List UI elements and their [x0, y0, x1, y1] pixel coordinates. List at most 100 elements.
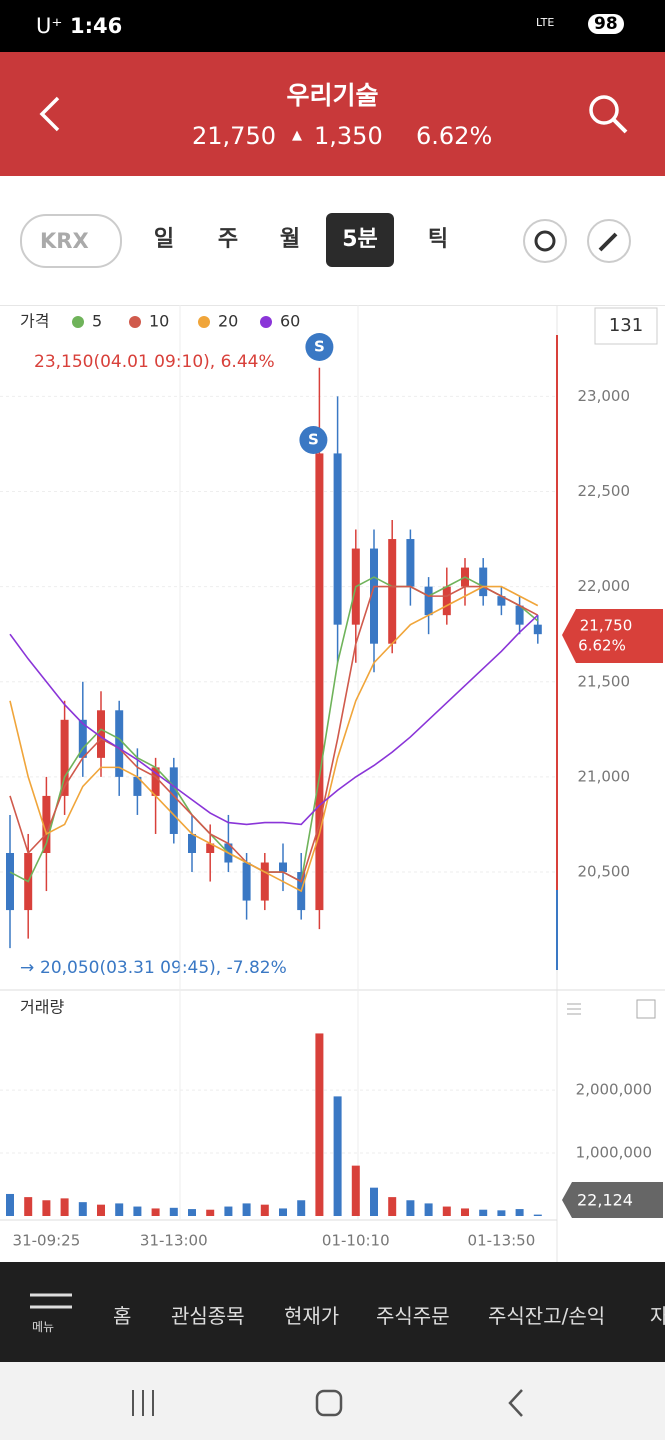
price: 21,750	[192, 122, 276, 150]
change-arrow: ▲	[292, 128, 302, 143]
volume-bar	[42, 1200, 51, 1216]
candle-body	[206, 843, 215, 853]
candle-body	[42, 795, 51, 853]
candle-body	[333, 453, 342, 625]
volume-bar	[442, 1206, 451, 1216]
volume-bar	[97, 1204, 105, 1216]
nav-item[interactable]: 관심종목	[171, 1304, 245, 1328]
candle-body	[78, 719, 87, 758]
signal-label: S	[314, 338, 325, 356]
low-annotation: 20,050(03.31 09:45), -7.82%	[40, 958, 287, 978]
candle-body	[188, 833, 196, 853]
rate: 6.62%	[416, 122, 493, 150]
x-tick-label: 01-13:50	[468, 1232, 536, 1250]
legend-label: 60	[280, 312, 300, 331]
candle-body	[60, 719, 69, 796]
signal-label: S	[308, 431, 319, 449]
volume-bar	[279, 1208, 287, 1216]
nav-item[interactable]: 자	[650, 1304, 665, 1328]
change: 1,350	[314, 122, 383, 150]
candle-body	[97, 710, 105, 758]
candle-body	[388, 539, 397, 644]
current-volume: 22,124	[577, 1191, 633, 1210]
close-volume[interactable]	[636, 999, 656, 1019]
toolbar: KRX 일 주 월 5분 틱	[0, 176, 665, 306]
x-tick-label: 31-09:25	[13, 1232, 81, 1250]
system-nav	[0, 1362, 665, 1440]
carrier: U⁺	[36, 14, 63, 38]
volume-bar	[479, 1209, 488, 1216]
volume-bar	[297, 1200, 306, 1216]
volume-menu[interactable]	[567, 1003, 581, 1015]
current-price-tag	[562, 609, 663, 663]
y-tick-label: 21,000	[578, 767, 631, 785]
candle-body	[115, 710, 124, 777]
candle-body	[279, 862, 287, 873]
volume-bar	[24, 1197, 33, 1216]
period-value: 131	[609, 315, 643, 336]
current-volume-tag	[562, 1182, 663, 1218]
volume-bar	[388, 1197, 397, 1216]
back-button[interactable]	[36, 94, 66, 134]
search-button[interactable]	[586, 92, 630, 136]
current-price: 21,750	[580, 617, 633, 635]
volume-bar	[424, 1203, 433, 1216]
ma-line	[9, 576, 539, 883]
legend-dot	[198, 316, 210, 328]
volume-bar	[151, 1208, 160, 1216]
candle-body	[533, 624, 542, 635]
candle-body	[133, 776, 142, 796]
y-tick-label: 20,500	[578, 863, 631, 881]
time: 1:46	[70, 14, 123, 38]
settings-button[interactable]	[522, 218, 568, 264]
ma-line	[9, 614, 539, 826]
tab[interactable]: 주	[217, 227, 239, 252]
menu-label[interactable]: 메뉴	[32, 1320, 55, 1334]
header: 우리기술 21,750 ▲ 1,350 6.62%	[0, 52, 665, 176]
exchange-button[interactable]: KRX	[20, 214, 122, 268]
battery: 98	[588, 14, 624, 34]
volume-bar	[333, 1096, 342, 1216]
y-tick-label: 21,500	[578, 672, 631, 690]
candle-body	[497, 596, 506, 606]
tab[interactable]: 일	[153, 227, 175, 252]
y-tick-label: 22,000	[578, 577, 631, 595]
ma-line	[9, 585, 539, 893]
volume-title: 거래량	[20, 998, 64, 1017]
y-tick-label: 22,500	[578, 482, 631, 500]
nav-item[interactable]: 주식잔고/손익	[488, 1304, 606, 1328]
volume-bar	[406, 1200, 415, 1216]
tab-selected[interactable]: 5분	[326, 213, 394, 267]
candle-body	[424, 586, 433, 616]
volume-bar	[78, 1202, 87, 1216]
chart: 131 가격 23,150(04.01 09:10), 6.44% → 20,0…	[0, 305, 665, 1262]
volume-bar	[370, 1187, 378, 1216]
tab[interactable]: 틱	[427, 227, 449, 252]
legend-label: 20	[218, 312, 238, 331]
period-box[interactable]	[594, 307, 658, 345]
nav-item[interactable]: 현재가	[284, 1304, 340, 1328]
low-arrow: →	[20, 958, 34, 978]
y-tick-label: 23,000	[578, 387, 631, 405]
volume-tick-label: 2,000,000	[576, 1081, 652, 1099]
legend-price: 가격	[20, 312, 49, 331]
nav-item[interactable]: 주식주문	[376, 1304, 450, 1328]
ma-line	[9, 585, 539, 883]
volume-bar	[60, 1198, 69, 1216]
nav-item[interactable]: 홈	[113, 1304, 132, 1328]
menu-icon[interactable]	[30, 1292, 72, 1322]
candle-body	[151, 767, 160, 796]
x-tick-label: 01-10:10	[322, 1232, 390, 1250]
tab[interactable]: 월	[279, 227, 301, 252]
volume-bar	[497, 1210, 506, 1216]
legend-label: 10	[149, 312, 169, 331]
volume-bar	[315, 1033, 324, 1216]
stock-title[interactable]: 우리기술	[286, 81, 379, 110]
current-rate: 6.62%	[578, 637, 626, 655]
volume-bar	[169, 1207, 178, 1216]
bottom-nav: 메뉴 홈 관심종목 현재가 주식주문 주식잔고/손익 자	[0, 1262, 665, 1362]
volume-bar	[133, 1206, 142, 1216]
tool-button[interactable]	[586, 218, 632, 264]
volume-bar	[242, 1203, 251, 1216]
